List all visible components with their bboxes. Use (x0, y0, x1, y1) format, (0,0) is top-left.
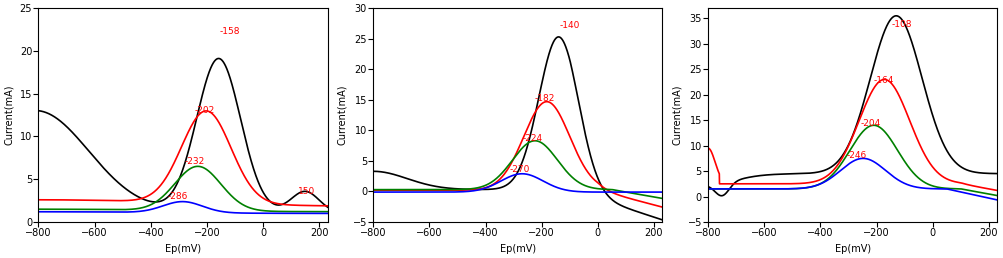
Text: -286: -286 (168, 192, 188, 201)
Text: -204: -204 (860, 119, 880, 128)
Text: -232: -232 (185, 157, 205, 166)
Text: -202: -202 (194, 106, 215, 115)
Y-axis label: Current(mA): Current(mA) (4, 85, 14, 145)
X-axis label: Ep(mV): Ep(mV) (499, 244, 536, 254)
X-axis label: Ep(mV): Ep(mV) (164, 244, 201, 254)
Text: 150: 150 (298, 187, 315, 196)
Text: -164: -164 (873, 76, 894, 85)
Text: -270: -270 (509, 165, 530, 174)
Text: -182: -182 (535, 94, 555, 103)
Y-axis label: Current(mA): Current(mA) (337, 85, 347, 145)
X-axis label: Ep(mV): Ep(mV) (833, 244, 870, 254)
Y-axis label: Current(mA): Current(mA) (671, 85, 681, 145)
Text: -246: -246 (846, 151, 866, 160)
Text: -140: -140 (559, 21, 579, 30)
Text: -224: -224 (523, 134, 543, 143)
Text: -158: -158 (220, 27, 240, 36)
Text: -108: -108 (891, 20, 911, 29)
